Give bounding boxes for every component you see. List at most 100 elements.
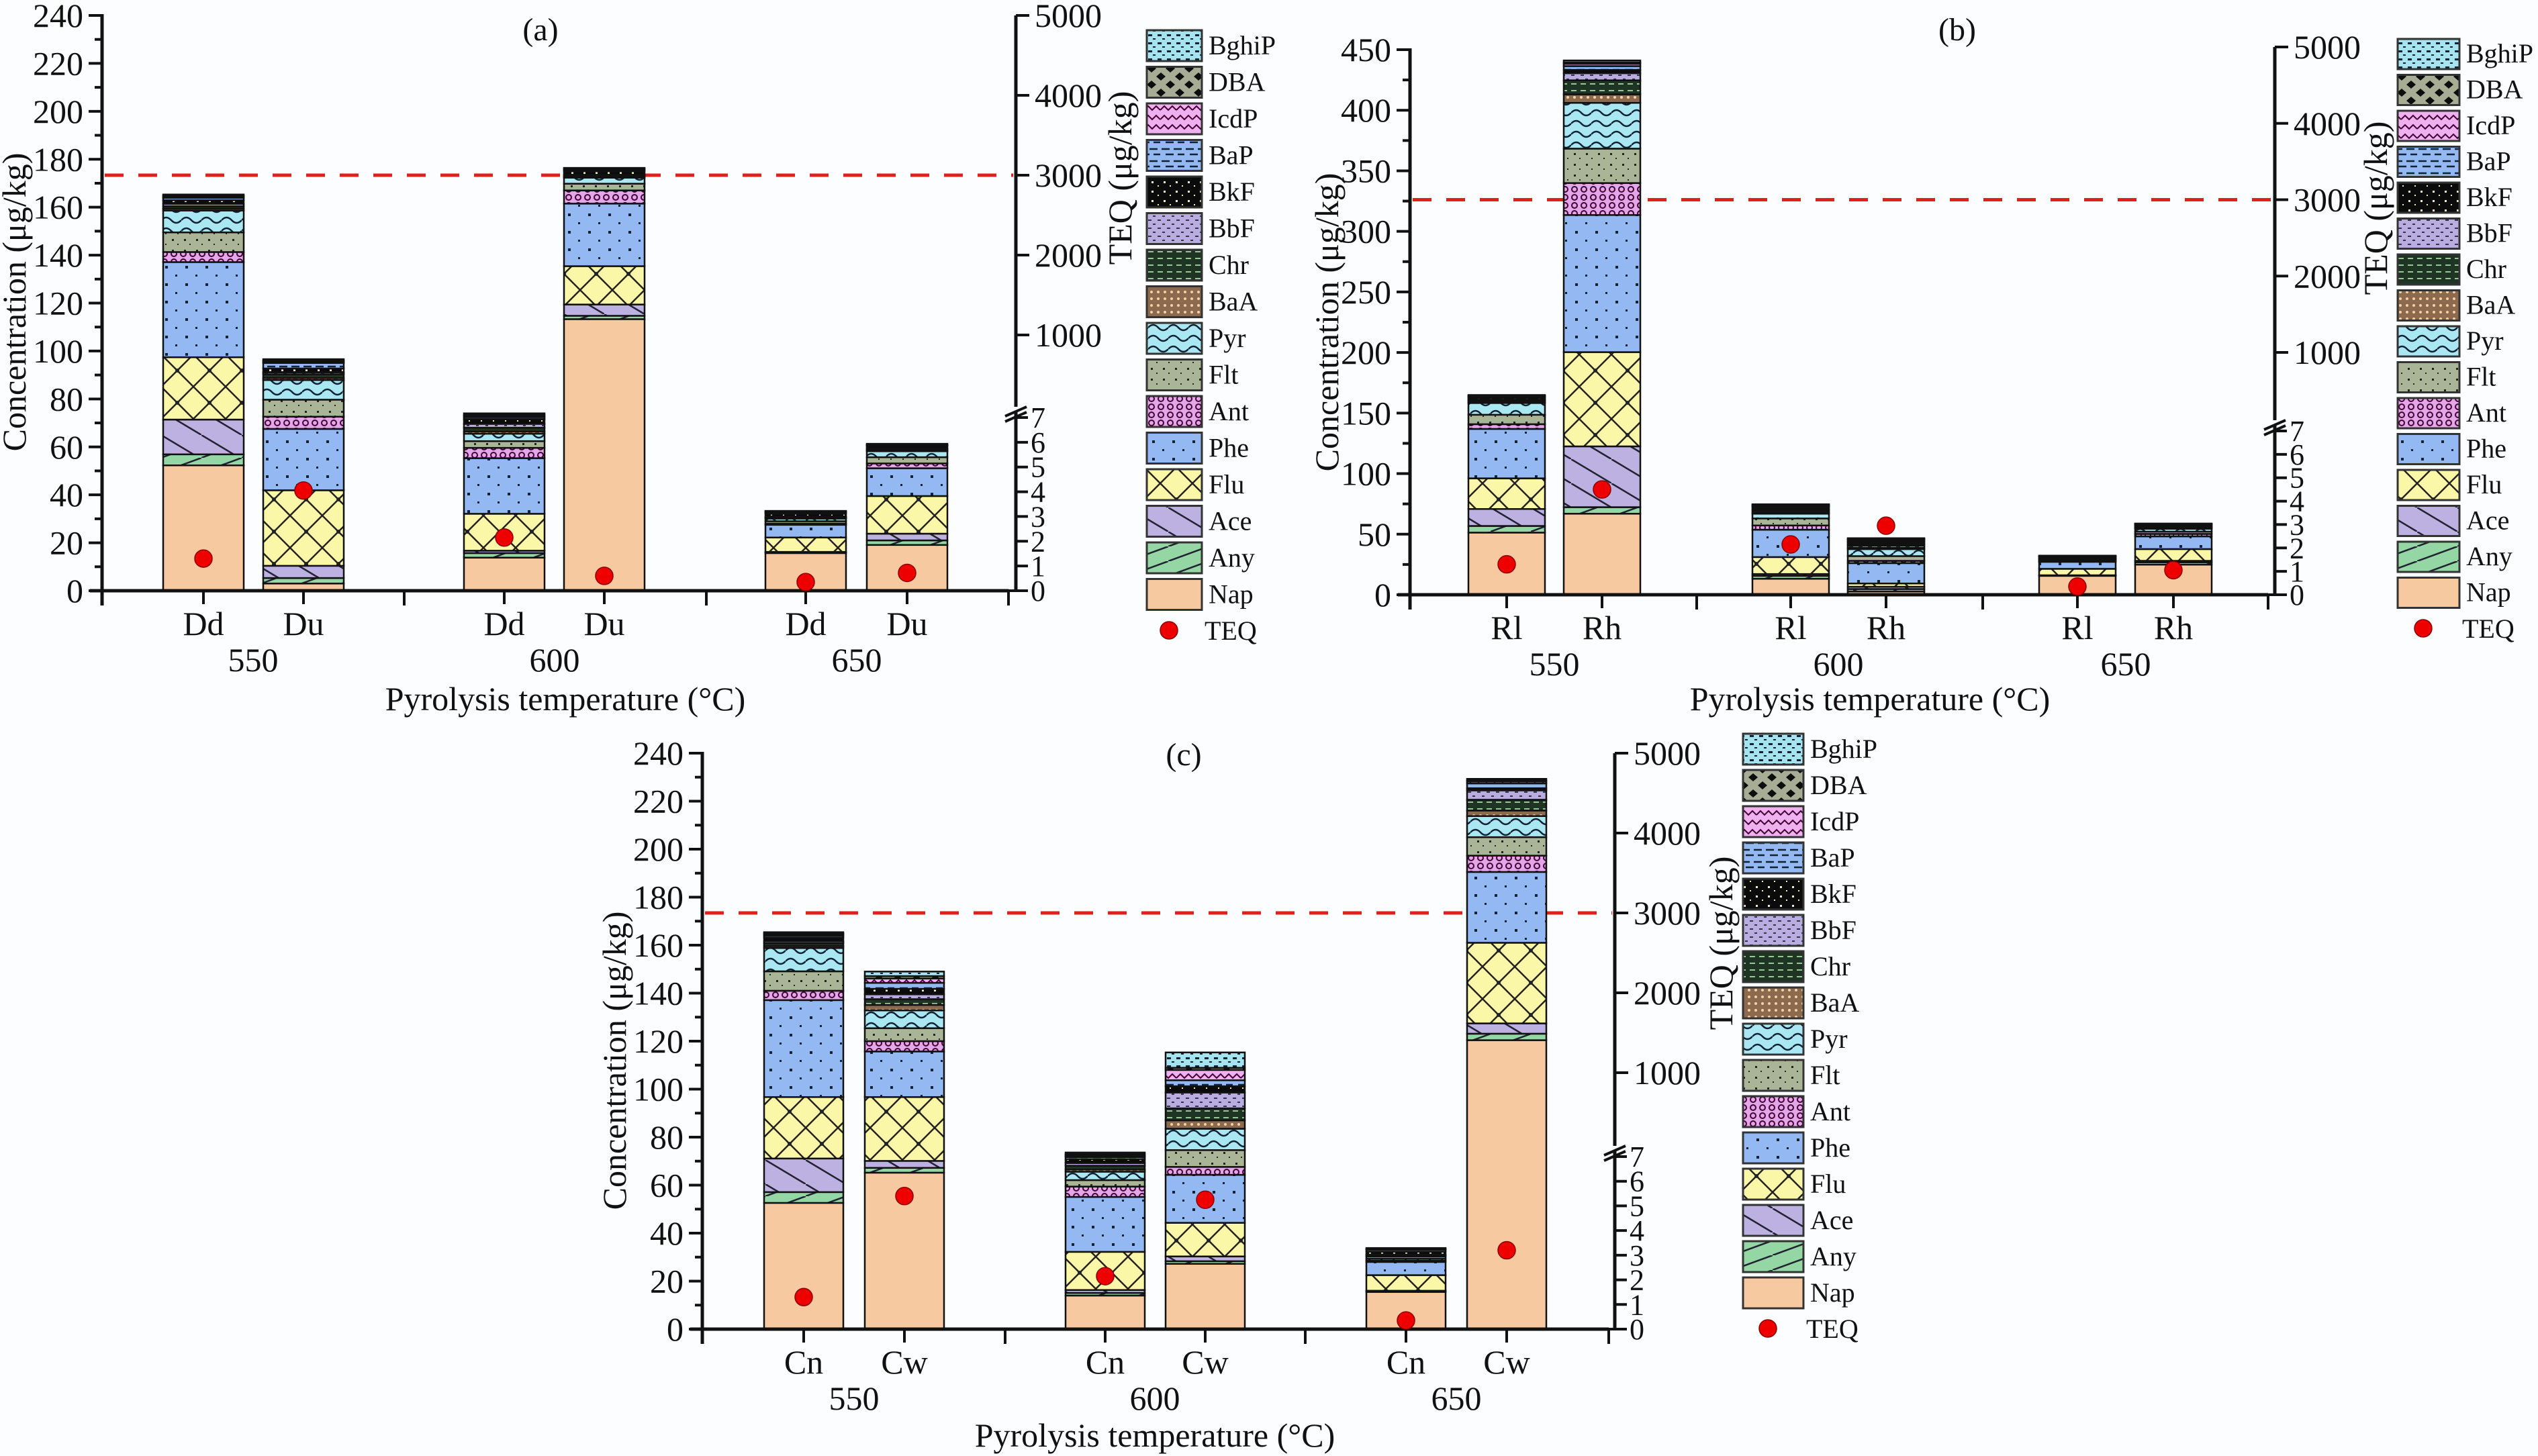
legend-label: Nap <box>2466 577 2511 608</box>
bar-segment-bghip <box>162 193 245 197</box>
y-tick-label: 220 <box>33 44 83 82</box>
stacked-bar[interactable] <box>1562 59 1642 596</box>
stacked-bar[interactable] <box>1365 1247 1447 1330</box>
y-tick-label: 250 <box>1341 273 1391 311</box>
legend-swatch <box>2396 38 2461 70</box>
y2-tick-label: 5 <box>1630 1190 1644 1222</box>
teq-point <box>2164 561 2183 580</box>
legend-label: Flt <box>2466 362 2496 392</box>
bar-segment-phe <box>262 428 345 491</box>
legend-label: Chr <box>2466 254 2506 284</box>
y2-tick-label: 2 <box>2290 532 2304 565</box>
y-tick-label: 120 <box>33 285 83 322</box>
stacked-bar[interactable] <box>763 931 845 1330</box>
y2-tick-label: 5000 <box>1035 0 1102 34</box>
legend-item-ant: Ant <box>2396 397 2506 430</box>
legend-item-phe: Phe <box>1742 1131 1850 1165</box>
legend-label: BaP <box>2466 146 2511 177</box>
bar-segment-flu <box>763 1096 845 1160</box>
bar-segment-ace <box>863 1160 945 1169</box>
stacked-bar[interactable] <box>1164 1051 1246 1330</box>
y-tick-label: 200 <box>1341 334 1391 371</box>
y2-tick-label: 1 <box>1630 1288 1644 1321</box>
bar-segment-ant <box>262 416 345 430</box>
y-tick-label: 80 <box>650 1118 684 1156</box>
legend-label: Flt <box>1209 360 1238 390</box>
bar-segment-chr <box>1164 1107 1246 1122</box>
teq-point <box>898 563 916 583</box>
stacked-bar[interactable] <box>1064 1151 1146 1330</box>
legend-label: BbF <box>1810 915 1856 945</box>
legend-swatch <box>1742 1276 1805 1310</box>
legend-swatch <box>1145 139 1203 172</box>
x-group-label: 550 <box>228 641 279 679</box>
bar-segment-ace <box>763 1157 845 1194</box>
stacked-bar[interactable] <box>1846 537 1926 596</box>
y2-tick-label: 2000 <box>1634 974 1701 1012</box>
bar-segment-phe <box>865 467 949 497</box>
teq-point <box>1497 1241 1516 1260</box>
x-group-label: 550 <box>829 1379 880 1417</box>
y2-tick-label: 0 <box>1031 575 1045 608</box>
y2-tick-label: 2000 <box>1035 236 1102 274</box>
teq-point <box>595 567 614 585</box>
bar-segment-flu <box>863 1096 945 1162</box>
teq-point <box>1781 535 1800 554</box>
legend-item-any: Any <box>2396 540 2512 573</box>
x-group-label: 600 <box>530 641 580 679</box>
stacked-bar[interactable] <box>2134 522 2213 596</box>
stacked-bar[interactable] <box>563 166 646 592</box>
stacked-bar[interactable] <box>262 358 345 592</box>
y2-tick-label: 3000 <box>2294 181 2361 219</box>
legend-label: Flu <box>2466 469 2502 499</box>
legend-label: IcdP <box>1209 103 1258 134</box>
legend-label: Chr <box>1810 951 1850 981</box>
bar-segment-flu <box>1164 1222 1246 1257</box>
legend-label: Nap <box>1810 1277 1855 1308</box>
bar-segment-flt <box>563 183 646 191</box>
legend-item-bkf: BkF <box>1742 877 1856 911</box>
y2-tick-label: 3 <box>1031 500 1045 533</box>
y-tick-label: 0 <box>66 572 83 610</box>
bar-segment-pyr <box>1846 548 1926 557</box>
legend-swatch <box>1145 175 1203 209</box>
bar-segment-pyr <box>563 177 646 185</box>
stacked-bar[interactable] <box>865 442 949 592</box>
panel-c-label: (c) <box>1166 737 1201 773</box>
legend-item-any: Any <box>1742 1240 1856 1273</box>
x-category-label: Rl <box>2061 609 2093 646</box>
legend-label: TEQ <box>2462 614 2514 644</box>
teq-point <box>1593 480 1611 499</box>
legend-item-teq: TEQ <box>1758 1314 1859 1344</box>
bar-segment-phe <box>764 524 847 538</box>
legend-swatch <box>1145 322 1203 355</box>
bar-segment-bbf <box>1466 789 1548 801</box>
legend-item-teq: TEQ <box>1160 616 1257 646</box>
stacked-bar[interactable] <box>463 412 546 592</box>
stacked-bar[interactable] <box>764 509 847 592</box>
stacked-bar[interactable] <box>1751 503 1830 596</box>
bar-segment-pyr <box>262 379 345 401</box>
panel-b-chart: (b) Concentration (μg/kg) TEQ (μg/kg) Py… <box>1308 12 2533 718</box>
bar-segment-phe <box>763 999 845 1098</box>
legend-label: BaA <box>1810 987 1859 1018</box>
legend-label: Ace <box>1209 506 1252 536</box>
y-tick-label: 150 <box>1341 394 1391 432</box>
x-category-label: Du <box>283 605 324 642</box>
bar-segment-phe <box>1064 1196 1146 1253</box>
stacked-bar[interactable] <box>863 971 945 1330</box>
bar-segment-any <box>1466 1032 1548 1041</box>
y-tick-label: 80 <box>50 380 83 418</box>
legend-item-chr: Chr <box>1742 950 1850 983</box>
teq-point <box>495 528 514 547</box>
y-tick-label: 240 <box>33 0 83 34</box>
stacked-bar[interactable] <box>1466 778 1548 1330</box>
y-tick-label: 300 <box>1341 213 1391 250</box>
stacked-bar[interactable] <box>162 193 245 592</box>
y-tick-label: 160 <box>33 189 83 226</box>
teq-point <box>796 573 815 591</box>
y-tick-label: 140 <box>633 975 684 1012</box>
legend-item-nap: Nap <box>2396 577 2511 609</box>
bar-segment-flu <box>162 356 245 421</box>
y-tick-label: 240 <box>633 734 684 772</box>
